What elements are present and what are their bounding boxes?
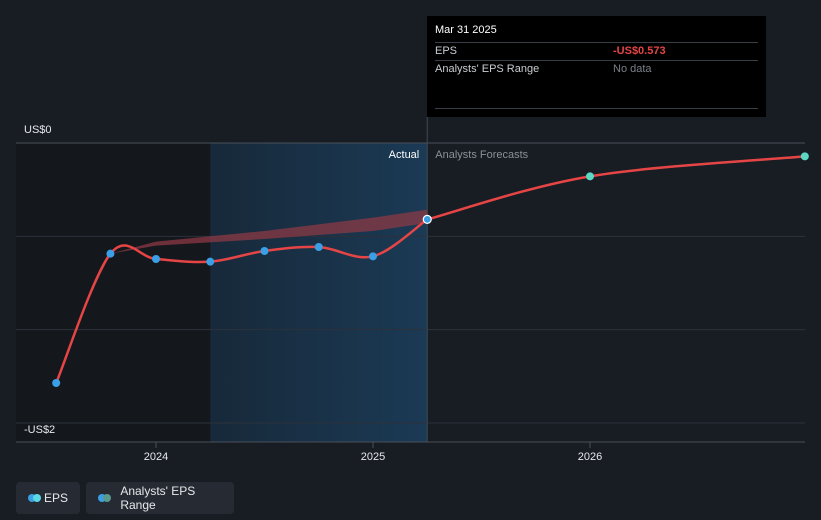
tooltip: Mar 31 2025 EPS -US$0.573 Analysts' EPS … xyxy=(427,16,766,117)
x-tick-label: 2024 xyxy=(144,451,168,463)
tooltip-eps-label: EPS xyxy=(435,45,458,57)
forecast-point xyxy=(800,152,809,161)
actual-label: Actual xyxy=(389,149,420,161)
eps-point xyxy=(314,243,323,251)
tooltip-eps-value: -US$0.573 xyxy=(613,45,666,57)
x-tick-label: 2026 xyxy=(578,451,602,463)
eps-range-band xyxy=(110,209,428,254)
tooltip-range-value: No data xyxy=(613,63,652,75)
tooltip-range-label: Analysts' EPS Range xyxy=(435,63,540,75)
eps-point xyxy=(260,247,269,255)
eps-forecast-line xyxy=(426,155,807,221)
eps-point xyxy=(152,255,160,263)
forecast-label: Analysts Forecasts xyxy=(435,149,528,161)
legend-item-eps-range[interactable]: Analysts' EPS Range xyxy=(86,482,234,514)
eps-point xyxy=(369,252,377,261)
legend-item-eps[interactable]: EPS xyxy=(16,482,80,514)
tooltip-row-range: Analysts' EPS Range No data xyxy=(435,60,758,78)
eps-point xyxy=(206,257,215,266)
highlight-region xyxy=(210,143,428,442)
forecast-point xyxy=(586,172,594,181)
y-axis-bottom-label: -US$2 xyxy=(24,424,56,436)
eps-legend-icon xyxy=(28,494,41,502)
tooltip-row-eps: EPS -US$0.573 xyxy=(435,42,758,60)
tooltip-divider xyxy=(435,108,758,109)
eps-point xyxy=(422,214,432,224)
legend-eps-range-label: Analysts' EPS Range xyxy=(120,484,196,512)
eps-point xyxy=(106,249,115,258)
legend-eps-label: EPS xyxy=(43,491,68,505)
eps-range-legend-icon xyxy=(98,494,112,502)
eps-point xyxy=(52,379,61,387)
x-tick-label: 2025 xyxy=(361,451,385,463)
y-axis-top-label: US$0 xyxy=(24,124,52,136)
tooltip-date: Mar 31 2025 xyxy=(435,24,497,36)
